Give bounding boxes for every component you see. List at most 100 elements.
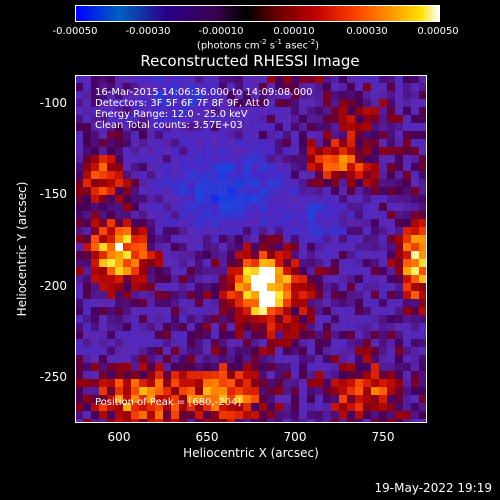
heatmap-cell [83, 291, 91, 299]
heatmap-cell [115, 347, 123, 355]
heatmap-cell [403, 387, 411, 395]
heatmap-cell [387, 235, 395, 243]
heatmap-cell [171, 99, 179, 107]
heatmap-cell [219, 227, 227, 235]
heatmap-cell [275, 267, 283, 275]
heatmap-cell [347, 275, 355, 283]
heatmap-cell [315, 347, 323, 355]
heatmap-cell [275, 155, 283, 163]
heatmap-cell [243, 379, 251, 387]
heatmap-cell [347, 179, 355, 187]
heatmap-cell [275, 99, 283, 107]
heatmap-cell [251, 275, 259, 283]
heatmap-cell [267, 259, 275, 267]
heatmap-cell [363, 275, 371, 283]
heatmap-cell [347, 91, 355, 99]
heatmap-cell [179, 339, 187, 347]
heatmap-cell [147, 379, 155, 387]
heatmap-cell [139, 211, 147, 219]
annotation-clean-counts: Clean Total counts: 3.57E+03 [95, 120, 243, 131]
heatmap-cell [155, 139, 163, 147]
heatmap-cell [355, 259, 363, 267]
heatmap-cell [403, 227, 411, 235]
heatmap-cell [107, 187, 115, 195]
heatmap-cell [131, 355, 139, 363]
heatmap-cell [147, 83, 155, 91]
heatmap-cell [187, 91, 195, 99]
heatmap-cell [115, 171, 123, 179]
heatmap-cell [339, 291, 347, 299]
heatmap-cell [147, 235, 155, 243]
heatmap-cell [195, 387, 203, 395]
heatmap-cell [107, 251, 115, 259]
heatmap-cell [227, 187, 235, 195]
heatmap-cell [83, 139, 91, 147]
heatmap-cell [211, 411, 219, 419]
heatmap-cell [179, 235, 187, 243]
heatmap-cell [91, 179, 99, 187]
heatmap-cell [323, 363, 331, 371]
heatmap-cell [331, 195, 339, 203]
heatmap-cell [131, 115, 139, 123]
heatmap-cell [403, 187, 411, 195]
heatmap-cell [363, 179, 371, 187]
heatmap-cell [91, 91, 99, 99]
heatmap-cell [171, 219, 179, 227]
heatmap-cell [291, 187, 299, 195]
heatmap-cell [219, 251, 227, 259]
heatmap-cell [251, 211, 259, 219]
heatmap-cell [131, 379, 139, 387]
x-tick-label: 700 [283, 430, 307, 444]
heatmap-cell [123, 371, 131, 379]
heatmap-cell [195, 403, 203, 411]
heatmap-cell [355, 155, 363, 163]
heatmap-cell [131, 315, 139, 323]
heatmap-cell [155, 171, 163, 179]
heatmap-cell [275, 403, 283, 411]
heatmap-cell [315, 355, 323, 363]
heatmap-cell [291, 307, 299, 315]
heatmap-cell [227, 339, 235, 347]
heatmap-cell [123, 275, 131, 283]
heatmap-cell [387, 419, 395, 423]
heatmap-cell [75, 99, 83, 107]
heatmap-cell [147, 411, 155, 419]
heatmap-cell [123, 75, 131, 83]
heatmap-cell [419, 251, 427, 259]
heatmap-cell [259, 267, 267, 275]
heatmap-cell [227, 411, 235, 419]
heatmap-cell [395, 403, 403, 411]
colorbar-tick-label: 0.00010 [273, 26, 315, 37]
heatmap-cell [155, 267, 163, 275]
heatmap-cell [203, 171, 211, 179]
heatmap-cell [419, 275, 427, 283]
heatmap-cell [75, 75, 83, 83]
heatmap-cell [379, 259, 387, 267]
heatmap-cell [283, 75, 291, 83]
heatmap-cell [339, 339, 347, 347]
heatmap-cell [195, 363, 203, 371]
heatmap-cell [171, 267, 179, 275]
heatmap-cell [379, 99, 387, 107]
heatmap-cell [315, 187, 323, 195]
heatmap-cell [171, 195, 179, 203]
heatmap-cell [363, 147, 371, 155]
heatmap-cell [99, 179, 107, 187]
heatmap-cell [323, 251, 331, 259]
heatmap-cell [163, 203, 171, 211]
heatmap-cell [307, 379, 315, 387]
heatmap-cell [283, 267, 291, 275]
heatmap-cell [411, 219, 419, 227]
heatmap-cell [251, 387, 259, 395]
heatmap-cell [355, 331, 363, 339]
heatmap-cell [363, 235, 371, 243]
heatmap-cell [275, 179, 283, 187]
heatmap-cell [99, 155, 107, 163]
heatmap-cell [283, 259, 291, 267]
heatmap-cell [155, 75, 163, 83]
heatmap-cell [75, 243, 83, 251]
heatmap-cell [251, 291, 259, 299]
heatmap-cell [131, 211, 139, 219]
heatmap-cell [339, 139, 347, 147]
heatmap-cell [379, 411, 387, 419]
